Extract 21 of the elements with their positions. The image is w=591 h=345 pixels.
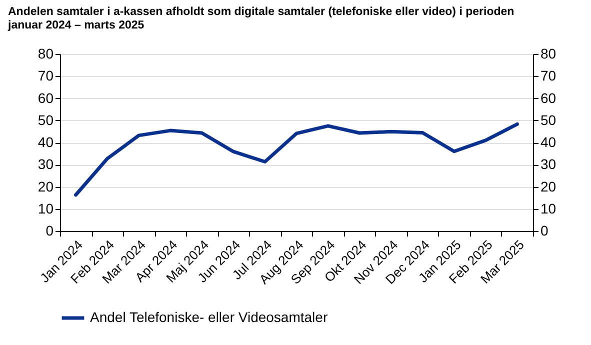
- y-tick-label: 80: [38, 46, 54, 62]
- y-tick-label: 0: [46, 222, 54, 238]
- line-series: [74, 122, 519, 197]
- y2-tick-label: 80: [540, 46, 556, 62]
- legend-label: Andel Telefoniske- eller Videosamtaler: [90, 309, 328, 325]
- chart-title: Andelen samtaler i a-kassen afholdt som digitale samtaler (telefoniske eller video) i perioden januar 2024 – marts 2025: [7, 6, 514, 32]
- y2-tick-label: 20: [540, 178, 556, 194]
- y2-tick-label: 40: [540, 134, 556, 150]
- y2-tick-label: 30: [540, 156, 556, 172]
- y-tick-label: 50: [38, 112, 54, 128]
- y-tick-label: 60: [38, 90, 54, 106]
- y-tick-label: 40: [38, 134, 54, 150]
- y2-tick-label: 10: [540, 200, 556, 216]
- y-tick-label: 30: [38, 156, 54, 172]
- y2-tick-label: 70: [540, 68, 556, 84]
- y2-tick-label: 0: [540, 222, 548, 238]
- y-tick-label: 10: [38, 200, 54, 216]
- y2-tick-label: 50: [540, 112, 556, 128]
- y-tick-label: 70: [38, 68, 54, 84]
- y2-tick-label: 60: [540, 90, 556, 106]
- y-tick-label: 20: [38, 178, 54, 194]
